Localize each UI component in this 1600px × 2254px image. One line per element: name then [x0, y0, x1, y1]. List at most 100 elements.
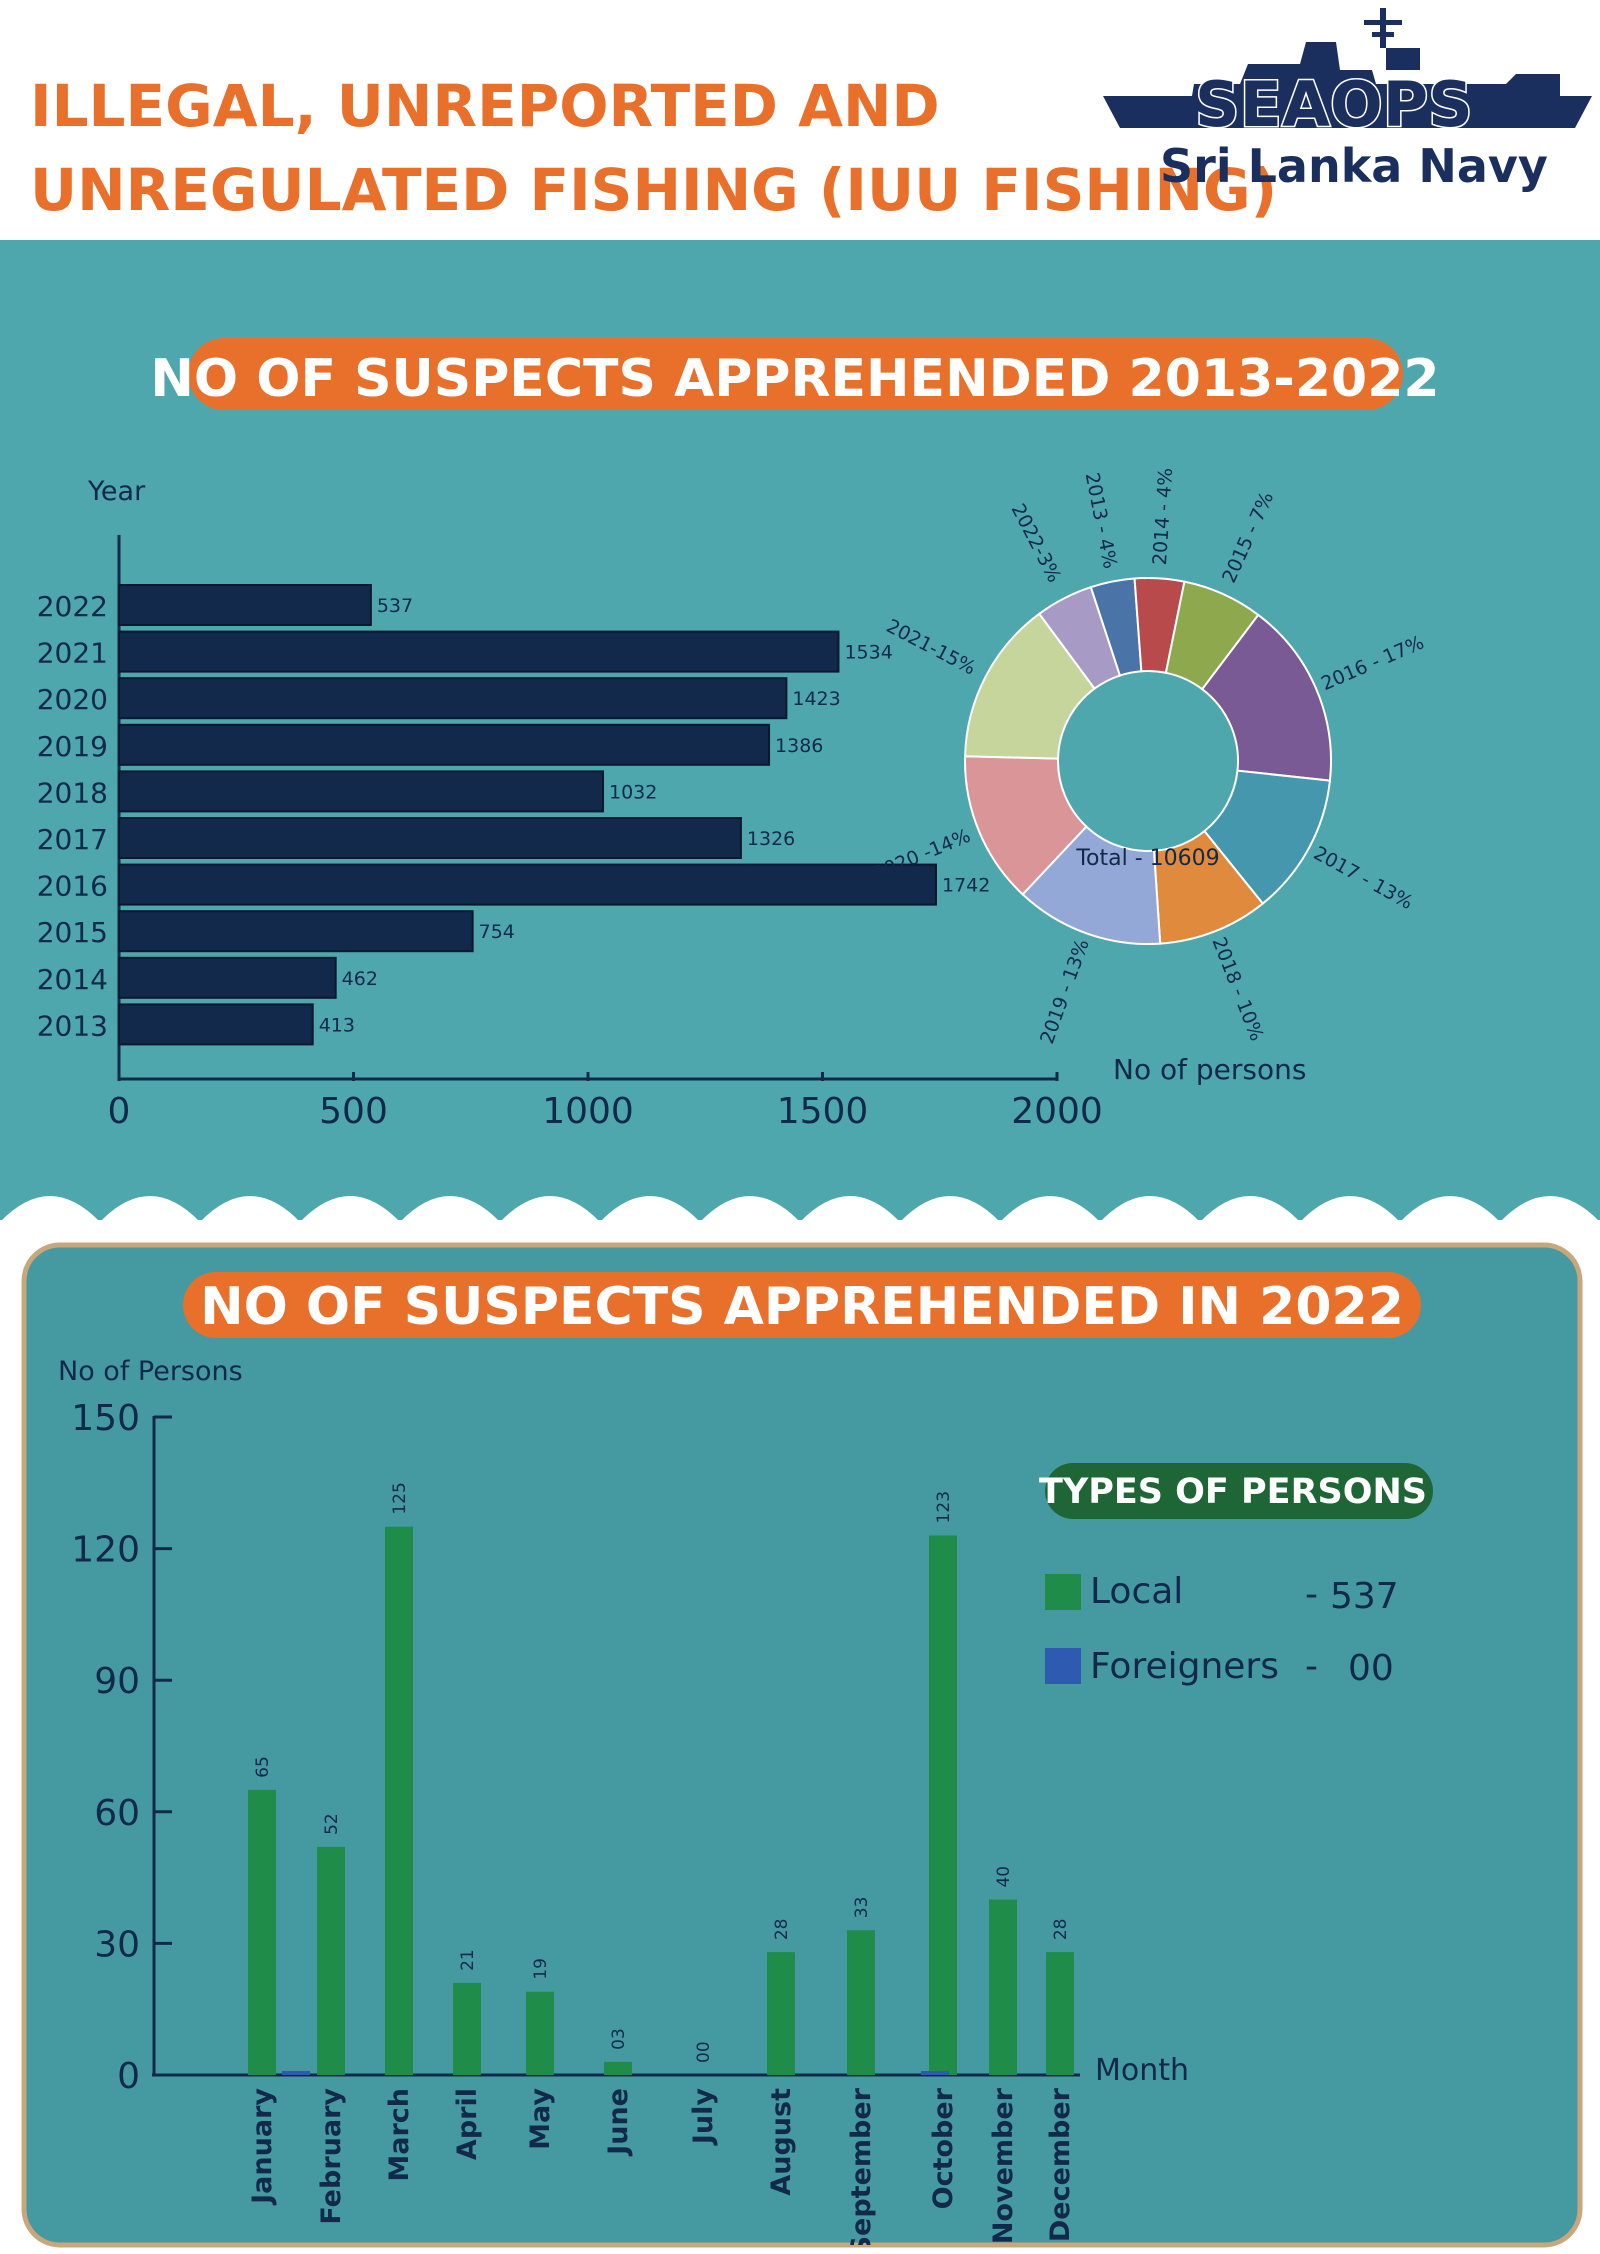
hbar-value-label: 1326 — [747, 828, 795, 850]
vbar-value-label: 19 — [531, 1958, 551, 1980]
hbar-value-label: 537 — [377, 595, 413, 617]
vbar-y-tick-label: 120 — [71, 1530, 140, 1571]
vbar-month-label: June — [603, 2088, 634, 2157]
hbar-ylabel: Year — [87, 476, 146, 507]
hbar-category-label: 2014 — [37, 963, 108, 996]
hbar-x-tick-label: 2000 — [1011, 1091, 1103, 1132]
hbar-bar — [118, 630, 840, 673]
hbar-value-label: 1534 — [844, 642, 892, 664]
vbar-month-label: October — [928, 2087, 959, 2209]
vbar-value-label: 00 — [694, 2041, 714, 2063]
legend-dash-foreigners: - — [1305, 1646, 1318, 1687]
legend-swatch-local — [1045, 1574, 1081, 1610]
hbar-category-label: 2017 — [37, 823, 108, 856]
vbar-bar-local — [317, 1846, 345, 2075]
vbar-y-tick-label: 90 — [94, 1661, 140, 1702]
wave-border-top — [0, 200, 1600, 240]
page-title-line2: UNREGULATED FISHING (IUU FISHING) — [30, 156, 1277, 224]
vbar-value-label: 125 — [390, 1482, 410, 1514]
yearly-bar-chart: Year 0 500 1000 1500 2000 537 2022 1534 2021 1423… — [37, 476, 1103, 1132]
vbar-month-label: July — [688, 2088, 719, 2147]
section1-title-pill — [188, 338, 1403, 410]
vbar-value-label: 33 — [852, 1897, 872, 1919]
donut-xlabel: No of persons — [1113, 1053, 1306, 1086]
vbar-value-label: 40 — [994, 1866, 1014, 1888]
hbar-bar — [118, 723, 771, 766]
hbar-category-label: 2015 — [37, 916, 108, 949]
hbar-category-label: 2022 — [37, 590, 108, 623]
wave-top — [0, 200, 1600, 240]
vbar-bar-foreigners — [282, 2071, 310, 2075]
legend-title: TYPES OF PERSONS — [1039, 1472, 1427, 1512]
hbar-bar — [118, 956, 337, 999]
vbar-value-label: 52 — [322, 1813, 342, 1835]
hbar-bar — [118, 863, 937, 906]
hbar-category-label: 2018 — [37, 776, 108, 809]
seaops-logo: SEAOPS Sri Lanka Navy — [1103, 8, 1592, 193]
vbar-ylabel: No of Persons — [58, 1356, 243, 1387]
vbar-y-tick-label: 0 — [117, 2056, 140, 2097]
vbar-bar-local — [929, 1535, 957, 2075]
hbar-value-label: 413 — [319, 1014, 355, 1036]
donut-center-label: Total - 10609 — [1075, 846, 1219, 871]
vbar-bar-local — [847, 1930, 875, 2075]
vbar-month-label: March — [384, 2088, 415, 2182]
vbar-y-tick-label: 150 — [71, 1398, 140, 1439]
hbar-x-tick-label: 1000 — [542, 1091, 634, 1132]
vbar-value-label: 123 — [934, 1491, 954, 1523]
hbar-bar — [118, 770, 605, 813]
vbar-month-label: May — [525, 2088, 556, 2150]
chart-legend: TYPES OF PERSONS Local - 537 Foreigners … — [1039, 1463, 1433, 1689]
vbar-month-label: April — [452, 2088, 483, 2160]
legend-title-pill — [1045, 1463, 1433, 1519]
navy-ship-icon — [1103, 8, 1592, 128]
hbar-category-label: 2013 — [37, 1009, 108, 1042]
section2-title-pill — [183, 1272, 1421, 1338]
vbar-value-label: 65 — [253, 1756, 273, 1778]
hbar-category-label: 2019 — [37, 730, 108, 763]
section1-title: NO OF SUSPECTS APPREHENDED 2013-2022 — [150, 349, 1439, 409]
hbar-bar — [118, 677, 788, 720]
wave-bottom — [0, 1196, 1600, 1240]
legend-swatch-foreigners — [1045, 1648, 1081, 1684]
vbar-bar-local — [989, 1899, 1017, 2075]
wave-border-bottom — [0, 1196, 1600, 1240]
vbar-month-label: December — [1045, 2087, 1076, 2242]
vbar-value-label: 03 — [609, 2028, 629, 2050]
hbar-x-tick-label: 500 — [319, 1091, 388, 1132]
vbar-bar-local — [248, 1789, 276, 2075]
legend-label-foreigners: Foreigners — [1090, 1646, 1279, 1687]
vbar-bar-local — [453, 1982, 481, 2075]
donut-slice — [1037, 585, 1122, 690]
legend-total-local: 537 — [1330, 1576, 1399, 1617]
vbar-bar-local — [767, 1952, 795, 2075]
hbar-value-label: 754 — [479, 921, 515, 943]
hbar-bar — [118, 584, 372, 626]
vbar-value-label: 28 — [772, 1919, 792, 1941]
vbar-bar-foreigners — [921, 2071, 949, 2075]
hbar-category-label: 2016 — [37, 870, 108, 903]
vbar-month-label: September — [846, 2087, 877, 2254]
logo-subtitle: Sri Lanka Navy — [1160, 139, 1548, 193]
hbar-value-label: 462 — [342, 968, 378, 990]
page-title-line1: ILLEGAL, UNREPORTED AND — [30, 72, 940, 140]
vbar-value-label: 21 — [458, 1949, 478, 1971]
hbar-value-label: 1742 — [942, 875, 990, 897]
hbar-bar — [118, 1003, 314, 1046]
hbar-x-tick-label: 1500 — [777, 1091, 869, 1132]
hbar-value-label: 1423 — [792, 688, 840, 710]
hbar-bar — [118, 817, 742, 859]
vbar-y-tick-label: 60 — [94, 1793, 140, 1834]
monthly-bar-chart: No of Persons Month TYPES OF PERSONS Loc… — [58, 1356, 1433, 2254]
hbar-value-label: 1386 — [775, 735, 823, 757]
donut-slice — [1200, 613, 1332, 782]
vbar-value-label: 28 — [1051, 1919, 1071, 1941]
hbar-category-label: 2020 — [37, 683, 108, 716]
legend-label-local: Local — [1090, 1571, 1183, 1612]
vbar-bar-local — [1046, 1952, 1074, 2075]
vbar-month-label: February — [316, 2088, 347, 2225]
legend-total-foreigners: 00 — [1348, 1648, 1394, 1689]
vbar-month-label: January — [247, 2088, 278, 2206]
vbar-bar-local — [526, 1991, 554, 2075]
